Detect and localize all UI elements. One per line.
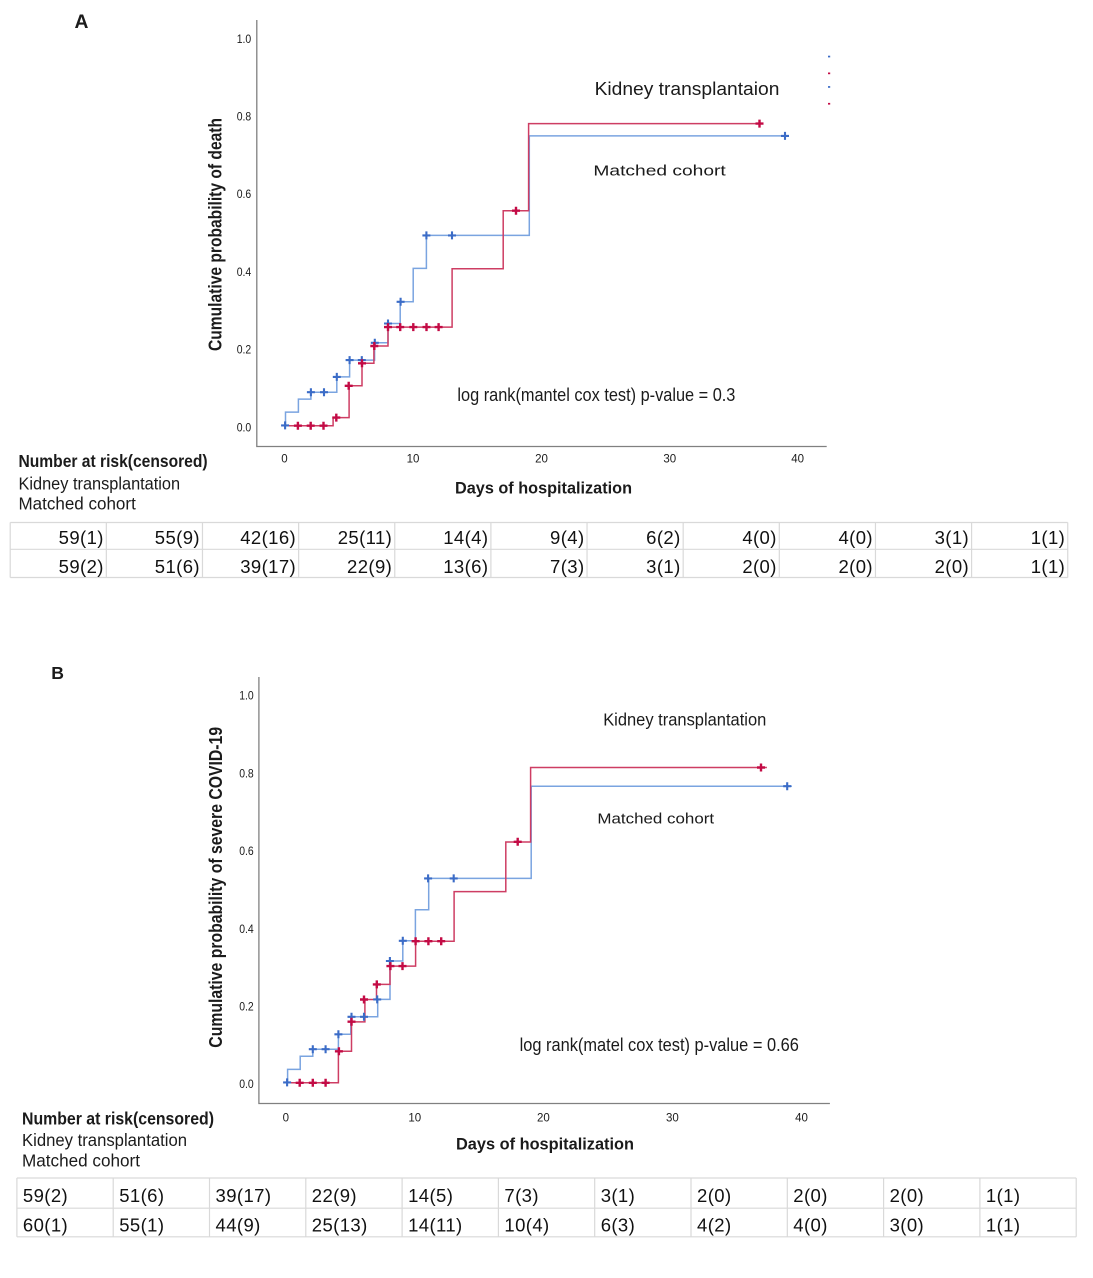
svg-text:30: 30 xyxy=(666,1113,679,1125)
svg-text:Number at risk(censored): Number at risk(censored) xyxy=(22,1108,214,1128)
svg-text:Matched cohort: Matched cohort xyxy=(22,1151,140,1171)
svg-text:14(5): 14(5) xyxy=(408,1185,453,1206)
svg-text:10: 10 xyxy=(408,1113,421,1125)
svg-text:39(17): 39(17) xyxy=(216,1185,272,1206)
svg-text:2(0): 2(0) xyxy=(793,1185,828,1206)
svg-text:7(3): 7(3) xyxy=(550,556,585,577)
svg-text:Number at risk(censored): Number at risk(censored) xyxy=(19,451,208,471)
svg-text:0.2: 0.2 xyxy=(237,343,252,357)
svg-text:42(16): 42(16) xyxy=(240,527,296,548)
svg-text:1(1): 1(1) xyxy=(986,1185,1021,1206)
svg-text:0.8: 0.8 xyxy=(239,766,254,780)
svg-text:0.0: 0.0 xyxy=(237,420,252,434)
svg-text:Days of hospitalization: Days of hospitalization xyxy=(456,1134,634,1153)
svg-text:0: 0 xyxy=(283,1113,289,1125)
svg-text:Cumulative probability of seve: Cumulative probability of severe COVID-1… xyxy=(205,727,226,1048)
svg-text:2(0): 2(0) xyxy=(742,556,777,577)
svg-text:13(6): 13(6) xyxy=(443,556,488,577)
svg-text:25(11): 25(11) xyxy=(338,527,393,548)
svg-text:Kidney transplantation: Kidney transplantation xyxy=(19,474,181,494)
svg-text:10: 10 xyxy=(407,453,420,465)
svg-text:14(4): 14(4) xyxy=(443,527,488,548)
svg-text:Matched cohort: Matched cohort xyxy=(19,493,136,513)
svg-text:6(2): 6(2) xyxy=(646,527,681,548)
svg-text:0.0: 0.0 xyxy=(239,1077,254,1091)
svg-text:3(1): 3(1) xyxy=(601,1185,636,1206)
svg-text:55(9): 55(9) xyxy=(155,527,200,548)
svg-text:30: 30 xyxy=(663,453,676,465)
svg-text:20: 20 xyxy=(535,453,548,465)
svg-text:0: 0 xyxy=(281,453,287,465)
svg-text:6(3): 6(3) xyxy=(601,1215,636,1236)
svg-text:3(1): 3(1) xyxy=(646,556,681,577)
svg-text:4(0): 4(0) xyxy=(742,527,777,548)
svg-text:59(1): 59(1) xyxy=(59,527,104,548)
svg-text:0.6: 0.6 xyxy=(239,844,254,858)
svg-text:Days of hospitalization: Days of hospitalization xyxy=(455,478,632,497)
svg-text:40: 40 xyxy=(791,453,804,465)
svg-text:14(11): 14(11) xyxy=(408,1215,463,1236)
svg-text:B: B xyxy=(51,663,64,683)
svg-text:20: 20 xyxy=(537,1113,550,1125)
svg-text:2(0): 2(0) xyxy=(890,1185,925,1206)
svg-text:1(1): 1(1) xyxy=(986,1215,1021,1236)
svg-text:51(6): 51(6) xyxy=(155,556,200,577)
svg-text:2(0): 2(0) xyxy=(838,556,873,577)
svg-text:9(4): 9(4) xyxy=(550,527,585,548)
svg-text:Kidney transplantaion: Kidney transplantaion xyxy=(595,78,780,99)
svg-text:0.4: 0.4 xyxy=(237,265,252,279)
svg-text:3(0): 3(0) xyxy=(890,1215,925,1236)
svg-text:1.0: 1.0 xyxy=(239,689,254,703)
svg-text:39(17): 39(17) xyxy=(240,556,296,577)
svg-text:Kidney transplantation: Kidney transplantation xyxy=(22,1130,187,1150)
svg-text:22(9): 22(9) xyxy=(312,1185,357,1206)
svg-text:59(2): 59(2) xyxy=(59,556,104,577)
svg-text:1(1): 1(1) xyxy=(1031,527,1066,548)
svg-text:0.2: 0.2 xyxy=(239,1000,254,1014)
svg-text:59(2): 59(2) xyxy=(23,1185,68,1206)
svg-text:4(0): 4(0) xyxy=(838,527,873,548)
svg-text:4(2): 4(2) xyxy=(697,1215,732,1236)
svg-text:log rank(matel cox test) p-val: log rank(matel cox test) p-value = 0.66 xyxy=(520,1035,799,1055)
svg-text:log rank(mantel cox test) p-va: log rank(mantel cox test) p-value = 0.3 xyxy=(457,385,735,405)
svg-text:1.0: 1.0 xyxy=(237,32,252,46)
svg-text:60(1): 60(1) xyxy=(23,1215,68,1236)
svg-text:44(9): 44(9) xyxy=(216,1215,261,1236)
svg-text:55(1): 55(1) xyxy=(119,1215,164,1236)
svg-text:51(6): 51(6) xyxy=(119,1185,164,1206)
svg-text:7(3): 7(3) xyxy=(504,1185,539,1206)
svg-text:2(0): 2(0) xyxy=(697,1185,732,1206)
svg-text:1(1): 1(1) xyxy=(1031,556,1066,577)
svg-text:10(4): 10(4) xyxy=(504,1215,549,1236)
svg-text:22(9): 22(9) xyxy=(347,556,392,577)
svg-text:Matched cohort: Matched cohort xyxy=(593,163,725,179)
svg-text:3(1): 3(1) xyxy=(935,527,970,548)
svg-text:0.6: 0.6 xyxy=(237,187,252,201)
svg-text:Matched cohort: Matched cohort xyxy=(597,812,714,828)
svg-text:A: A xyxy=(75,12,89,33)
svg-text:0.4: 0.4 xyxy=(239,922,254,936)
svg-text:4(0): 4(0) xyxy=(793,1215,828,1236)
svg-text:40: 40 xyxy=(795,1113,808,1125)
svg-text:Kidney transplantation: Kidney transplantation xyxy=(603,710,766,730)
svg-text:Cumulative probability of deat: Cumulative probability of death xyxy=(205,118,226,351)
svg-text:0.8: 0.8 xyxy=(237,110,252,124)
svg-text:25(13): 25(13) xyxy=(312,1215,368,1236)
svg-text:2(0): 2(0) xyxy=(935,556,970,577)
